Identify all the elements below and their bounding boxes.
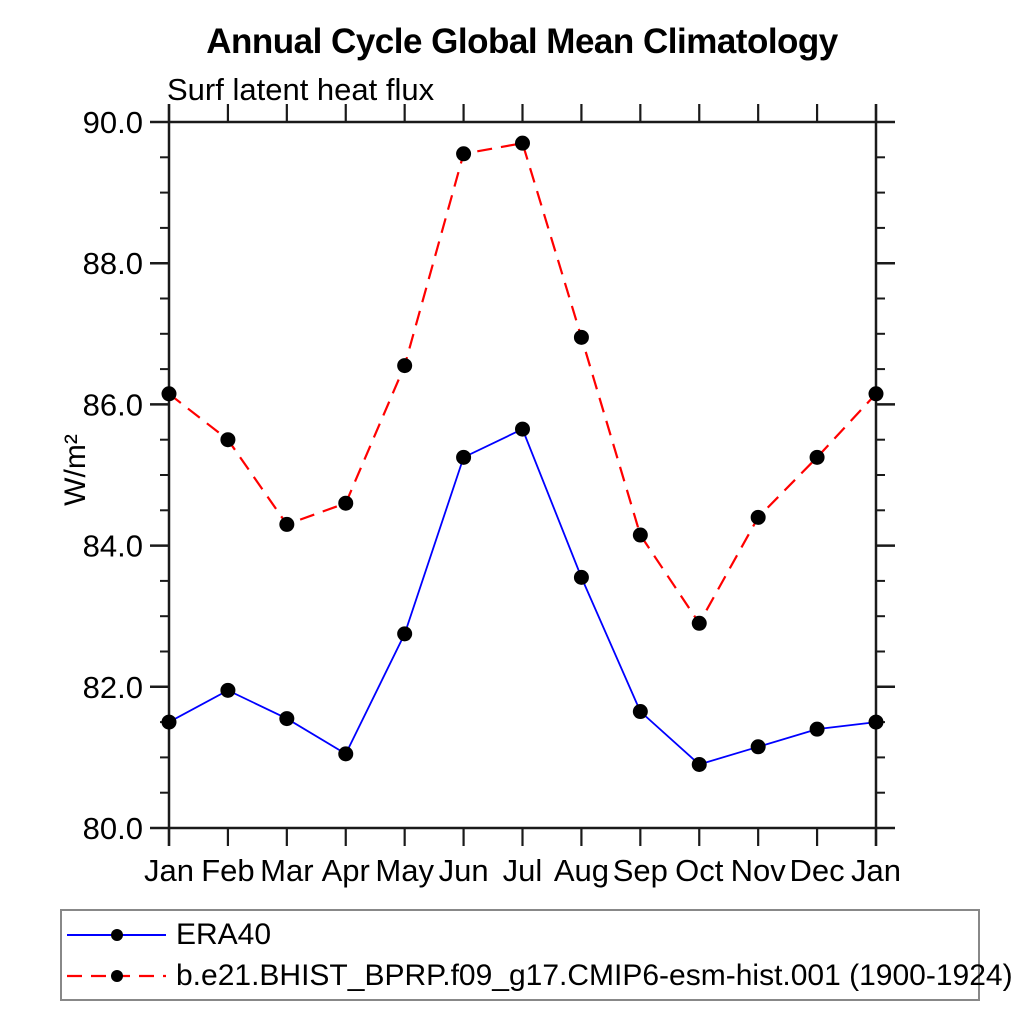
era40-line-marker-swatch-icon [67, 929, 166, 941]
series-1-marker [632, 527, 648, 543]
series-1-marker [456, 146, 472, 162]
series-1-marker [279, 516, 295, 532]
x-tick-label: Jul [503, 853, 543, 888]
legend-label-era40: ERA40 [176, 918, 272, 951]
y-tick-label: 84.0 [83, 529, 143, 564]
series-0-marker [279, 711, 295, 727]
series-0-marker [573, 569, 589, 585]
x-tick-label: Nov [731, 853, 787, 888]
y-tick-label: 86.0 [83, 387, 143, 422]
series-0-marker [515, 421, 530, 437]
y-tick-label: 80.0 [83, 811, 143, 846]
y-tick-label: 82.0 [83, 670, 143, 705]
x-tick-label: Apr [322, 853, 370, 888]
series-layer [161, 135, 884, 772]
x-tick-label: Sep [613, 853, 668, 888]
series-1-marker [397, 358, 413, 374]
x-tick-label: Aug [554, 853, 609, 888]
series-1-marker [809, 449, 825, 465]
x-tick-label: Jan [851, 853, 901, 888]
legend-row-era40: ERA40 [65, 917, 271, 953]
series-0-marker [868, 714, 884, 730]
series-0-marker [809, 721, 825, 737]
series-0-marker [397, 626, 413, 642]
y-tick-label: 90.0 [83, 105, 143, 140]
series-0-marker [456, 449, 472, 465]
legend-row-model: b.e21.BHIST_BPRP.f09_g17.CMIP6-esm-hist.… [65, 958, 1013, 994]
series-0-marker [632, 704, 648, 720]
x-tick-label: Mar [260, 853, 313, 888]
y-tick-label: 88.0 [83, 246, 143, 281]
series-0-marker [220, 682, 236, 698]
x-tick-label: Jan [144, 853, 194, 888]
x-tick-label: Jun [439, 853, 489, 888]
series-0-marker [750, 739, 766, 755]
series-1-marker [750, 509, 766, 525]
chart-subtitle: Surf latent heat flux [167, 72, 435, 107]
series-1-marker [573, 329, 589, 345]
chart-title: Annual Cycle Global Mean Climatology [206, 22, 838, 61]
series-1-marker [161, 386, 177, 402]
x-tick-label: May [375, 853, 434, 888]
series-1-marker [515, 135, 530, 151]
x-tick-label: Feb [201, 853, 254, 888]
legend-label-model: b.e21.BHIST_BPRP.f09_g17.CMIP6-esm-hist.… [176, 959, 1013, 992]
series-1-marker [691, 615, 707, 631]
x-tick-label: Oct [675, 853, 724, 888]
series-line-1 [168, 141, 877, 626]
series-line-0 [168, 427, 877, 766]
legend-box: ERA40 b.e21.BHIST_BPRP.f09_g17.CMIP6-esm… [60, 909, 1013, 1001]
series-0-marker [691, 756, 707, 772]
series-0-marker [161, 714, 177, 730]
series-0-marker [338, 746, 354, 762]
model-dashed-line-marker-swatch-icon [67, 970, 166, 982]
x-tick-label: Dec [790, 853, 845, 888]
series-1-marker [220, 432, 236, 448]
series-1-marker [338, 495, 354, 511]
series-1-marker [868, 386, 884, 402]
